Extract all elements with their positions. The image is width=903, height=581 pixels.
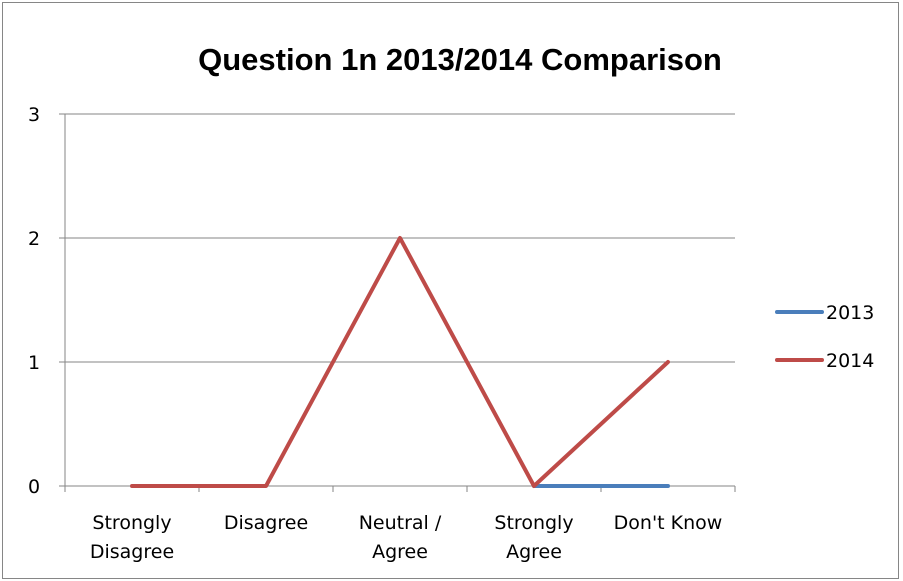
y-tick-label: 1 <box>28 352 40 374</box>
x-tick-label: Don't Know <box>614 512 723 534</box>
legend-label-2014: 2014 <box>826 350 874 372</box>
x-tick-label: Disagree <box>224 512 308 534</box>
y-tick-label: 0 <box>28 476 40 498</box>
y-tick-label: 3 <box>28 104 40 126</box>
chart-title: Question 1n 2013/2014 Comparison <box>198 42 722 77</box>
y-tick-label: 2 <box>28 228 40 250</box>
y-axis: 0 1 2 3 <box>28 104 66 498</box>
x-tick-label: Strongly Agree <box>494 512 573 563</box>
legend: 2013 2014 <box>775 302 874 372</box>
gridlines <box>65 113 735 487</box>
series-line-2014 <box>130 236 670 488</box>
x-axis: Strongly Disagree Disagree Neutral / Agree St… <box>64 486 736 563</box>
x-tick-label: Strongly Disagree <box>90 512 174 563</box>
legend-label-2013: 2013 <box>826 302 874 324</box>
series-lines <box>130 236 670 488</box>
x-tick-label: Neutral / Agree <box>359 512 442 563</box>
